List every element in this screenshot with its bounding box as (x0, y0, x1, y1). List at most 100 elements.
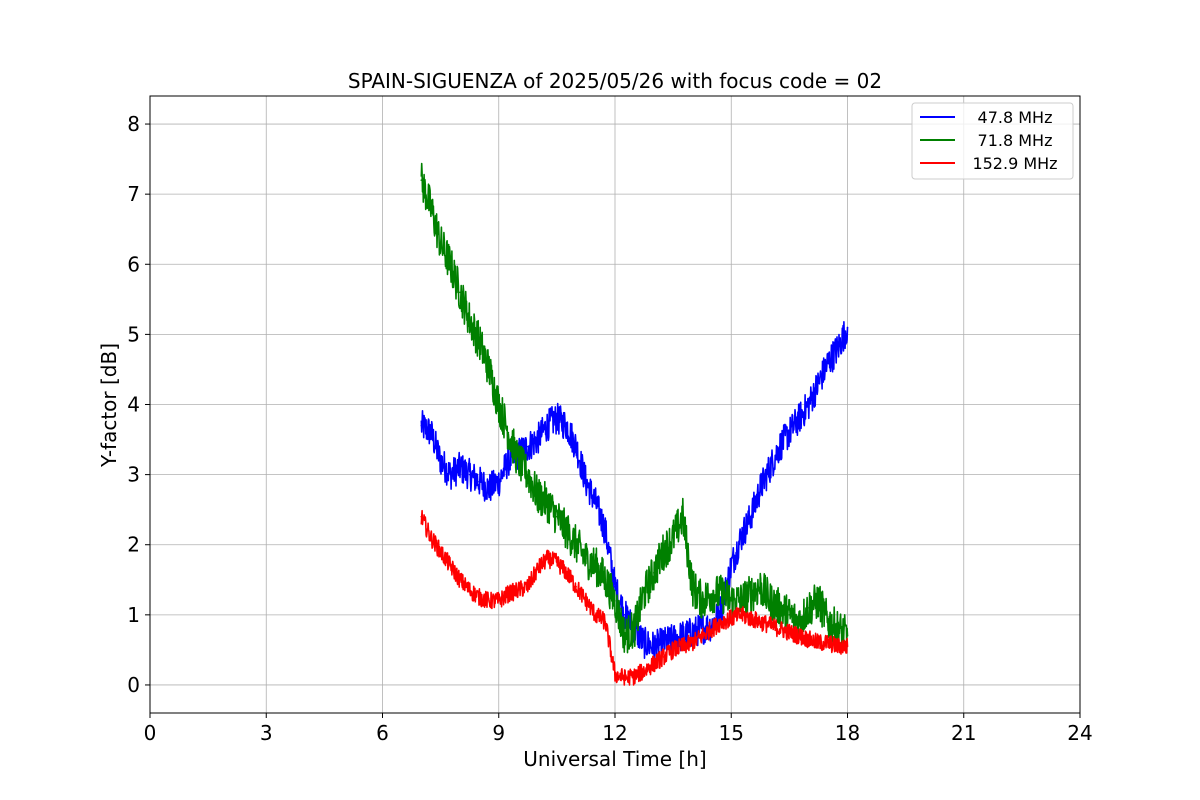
data-point (769, 466, 771, 469)
y-tick-label: 1 (127, 603, 140, 627)
data-point (778, 607, 781, 609)
data-point (691, 642, 694, 644)
data-point (807, 638, 810, 641)
data-point (507, 431, 510, 434)
data-point (536, 438, 539, 441)
data-point (556, 561, 558, 564)
data-point (740, 614, 742, 616)
data-point (527, 445, 529, 448)
data-point (468, 319, 471, 322)
data-point (468, 589, 471, 592)
data-point (643, 670, 645, 672)
data-point (730, 600, 733, 602)
data-point (652, 645, 655, 648)
data-point (691, 631, 694, 634)
x-tick-label: 21 (951, 721, 976, 745)
series-layer (420, 162, 849, 686)
data-point (740, 536, 742, 539)
data-point (769, 624, 771, 627)
data-point (827, 642, 829, 644)
data-point (759, 585, 762, 588)
data-point (682, 635, 684, 637)
data-point (527, 585, 529, 588)
data-point (420, 515, 423, 518)
data-point (478, 480, 481, 483)
data-point (439, 459, 442, 462)
data-point (652, 571, 655, 574)
data-point (565, 571, 568, 574)
y-tick-label: 6 (127, 252, 140, 276)
data-point (672, 638, 674, 641)
data-point (749, 617, 752, 620)
data-point (643, 593, 645, 595)
data-point (682, 645, 684, 648)
data-point (807, 607, 810, 609)
data-point (575, 585, 578, 588)
y-tick-label: 0 (127, 673, 140, 697)
x-tick-label: 24 (1067, 721, 1092, 745)
series-noise-trace (420, 162, 849, 654)
data-point (633, 675, 636, 678)
data-point (585, 480, 587, 483)
data-point (517, 459, 519, 462)
data-point (778, 445, 781, 448)
legend-label: 152.9 MHz (972, 154, 1057, 173)
data-point (817, 382, 820, 385)
data-point (556, 515, 558, 518)
data-point (798, 417, 800, 420)
data-point (691, 585, 694, 588)
data-point (497, 480, 500, 483)
data-point (711, 624, 713, 627)
x-axis-label: Universal Time [h] (523, 747, 706, 771)
data-point (623, 677, 626, 679)
data-point (778, 628, 781, 630)
x-tick-label: 6 (376, 721, 389, 745)
x-tick-label: 3 (260, 721, 273, 745)
data-point (837, 628, 839, 630)
data-point (827, 361, 829, 364)
data-point (449, 473, 452, 476)
data-point (711, 593, 713, 595)
data-point (536, 494, 539, 497)
data-point (749, 593, 752, 595)
y-axis-label: Y-factor [dB] (97, 343, 121, 468)
data-point (614, 585, 616, 588)
data-point (788, 631, 791, 634)
data-point (807, 403, 810, 406)
data-point (788, 614, 791, 616)
data-point (594, 501, 597, 504)
data-point (478, 340, 481, 343)
data-point (430, 431, 432, 434)
series-3 (420, 509, 849, 686)
data-point (846, 635, 849, 637)
data-point (449, 564, 452, 567)
data-point (459, 578, 461, 581)
data-point (565, 529, 568, 532)
data-point (701, 635, 703, 637)
data-point (478, 596, 481, 599)
data-point (420, 179, 423, 181)
data-point (420, 424, 423, 427)
data-point (720, 621, 723, 623)
legend-label: 47.8 MHz (978, 108, 1053, 127)
x-tick-label: 18 (835, 721, 860, 745)
data-point (623, 635, 626, 637)
x-tick-label: 12 (602, 721, 627, 745)
data-point (497, 403, 500, 406)
data-point (846, 326, 849, 329)
x-tick-label: 9 (492, 721, 505, 745)
x-tick-label: 0 (144, 721, 157, 745)
data-point (749, 515, 752, 518)
series-2 (420, 162, 849, 654)
data-point (769, 600, 771, 602)
data-point (575, 543, 578, 546)
series-noise-trace (420, 509, 849, 686)
chart-title: SPAIN-SIGUENZA of 2025/05/26 with focus … (348, 69, 882, 93)
data-point (604, 529, 607, 532)
data-point (459, 466, 461, 469)
data-point (594, 614, 597, 616)
data-point (662, 642, 665, 644)
data-point (662, 550, 665, 553)
data-point (468, 473, 471, 476)
